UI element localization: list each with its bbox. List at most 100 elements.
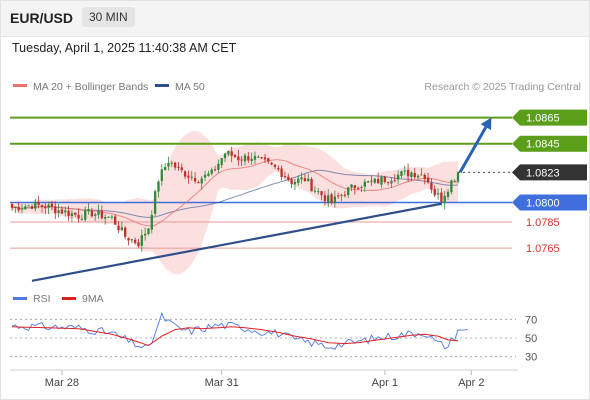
candle-body: [44, 206, 47, 209]
candle-body: [247, 156, 250, 161]
candle-body: [160, 169, 163, 182]
candle-body: [273, 164, 277, 167]
candle-body: [453, 180, 456, 182]
candle-body: [64, 210, 67, 213]
candle-body: [290, 179, 293, 185]
candle-body: [406, 169, 410, 177]
level-labels: 1.0865 1.0845 1.0823 1.0800 1.0785 1.0765: [512, 109, 587, 255]
candle-body: [140, 235, 143, 246]
candle-body: [227, 151, 230, 155]
x-tick-label: Mar 31: [205, 377, 239, 389]
candle-body: [430, 182, 433, 190]
candle-body: [317, 191, 320, 193]
candle-body: [110, 216, 114, 218]
candle-body: [320, 191, 323, 196]
candle-body: [307, 178, 310, 182]
rsi-ma-line: [11, 326, 459, 347]
candle-body: [313, 190, 317, 192]
candle-body: [260, 157, 263, 159]
candle-body: [456, 172, 460, 182]
rsi-line: [11, 311, 469, 350]
candle-body: [197, 182, 200, 184]
candle-body: [80, 218, 84, 220]
candle-body: [213, 169, 217, 171]
candle-body: [360, 186, 363, 188]
ma50-legend-swatch: [155, 84, 169, 87]
candle-body: [137, 242, 140, 247]
candle-body: [173, 162, 177, 168]
candle-body: [376, 179, 380, 184]
x-tick-label: Apr 2: [458, 377, 484, 389]
candle-body: [70, 213, 74, 217]
candle-body: [200, 178, 203, 184]
ma20-legend-swatch: [13, 84, 27, 87]
candle-body: [337, 195, 340, 197]
candle-body: [170, 162, 173, 164]
pivot-label: 1.0800: [526, 197, 560, 209]
candle-body: [217, 163, 220, 170]
candle-body: [120, 227, 124, 231]
candle-body: [396, 174, 400, 180]
candlesticks: [10, 146, 460, 252]
candle-body: [77, 214, 80, 219]
candle-body: [283, 176, 287, 178]
candle-body: [133, 239, 137, 243]
candle-body: [250, 158, 253, 161]
candle-body: [34, 201, 37, 209]
candle-body: [413, 173, 416, 178]
candle-body: [187, 175, 190, 178]
support-trendline: [31, 202, 442, 282]
candle-body: [104, 217, 107, 219]
candle-body: [443, 195, 446, 204]
candle-body: [163, 167, 167, 170]
candle-body: [300, 177, 303, 180]
candle-body: [253, 155, 257, 160]
projection-arrow-head: [480, 117, 492, 131]
candle-body: [230, 151, 233, 156]
candle-body: [450, 180, 453, 193]
ma9-legend-label: 9MA: [82, 293, 104, 305]
candle-body: [220, 158, 223, 165]
candle-body: [297, 178, 300, 183]
timeframe-badge[interactable]: 30 MIN: [82, 7, 135, 27]
candle-body: [390, 180, 393, 184]
rsi-tick-30: 30: [525, 352, 537, 364]
candle-body: [67, 210, 70, 217]
candle-body: [180, 167, 183, 171]
candle-body: [323, 195, 327, 201]
candle-body: [426, 177, 430, 183]
candle-body: [37, 201, 40, 205]
target-label-1.0865: 1.0865: [526, 113, 560, 125]
candle-body: [10, 203, 14, 208]
candle-body: [423, 174, 426, 180]
candle-body: [310, 178, 313, 192]
candle-body: [243, 155, 247, 162]
candle-body: [303, 178, 307, 182]
candle-body: [366, 181, 370, 183]
copyright-credit: Research © 2025 Trading Central: [424, 81, 581, 93]
candle-body: [350, 184, 353, 188]
candle-body: [380, 176, 383, 185]
x-tick-label: Mar 28: [45, 377, 79, 389]
candle-body: [210, 169, 213, 174]
x-axis: Mar 28 Mar 31 Apr 1 Apr 2: [45, 370, 484, 389]
candle-body: [436, 193, 440, 195]
candle-body: [393, 180, 396, 182]
candle-body: [17, 206, 20, 211]
symbol-title: EUR/USD: [10, 10, 74, 26]
candle-body: [207, 173, 210, 176]
candle-body: [193, 177, 197, 182]
candle-body: [433, 188, 436, 196]
candle-body: [440, 192, 443, 202]
rsi-legend-swatch: [13, 297, 27, 300]
candle-body: [100, 210, 104, 219]
candle-body: [90, 210, 94, 217]
candle-body: [40, 205, 44, 207]
candle-body: [107, 216, 110, 218]
candle-body: [343, 194, 347, 196]
candle-body: [47, 204, 50, 208]
candle-body: [403, 170, 406, 172]
support-label-1.0765: 1.0765: [526, 243, 560, 255]
candle-body: [30, 206, 34, 209]
ma20-legend-label: MA 20 + Bollinger Bands: [33, 81, 148, 93]
